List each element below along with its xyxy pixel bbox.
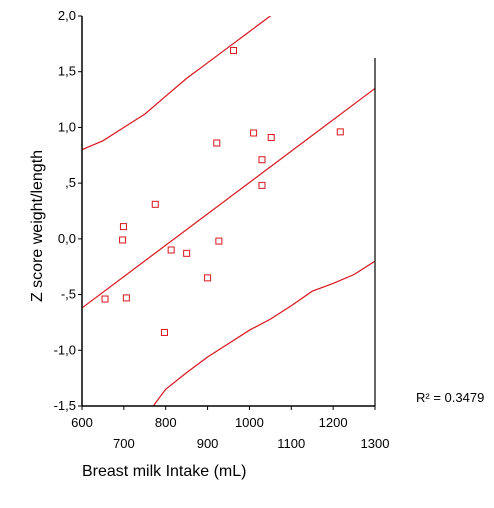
- data-point: [119, 236, 127, 244]
- y-tick-label: 1,5: [58, 64, 76, 79]
- y-tick-label: -1,5: [54, 398, 76, 413]
- data-point: [204, 274, 212, 282]
- data-point: [230, 47, 238, 55]
- data-point: [258, 181, 266, 189]
- data-point: [250, 129, 258, 137]
- data-point: [167, 246, 175, 254]
- x-axis-title: Breast milk Intake (mL): [82, 463, 246, 480]
- r-squared-label: R² = 0.3479: [416, 390, 484, 405]
- data-point: [213, 139, 221, 147]
- x-tick-label: 800: [155, 415, 177, 430]
- data-point: [267, 133, 275, 141]
- y-tick-label: 0,0: [58, 231, 76, 246]
- data-point: [119, 223, 127, 231]
- y-tick-label: -,5: [61, 287, 76, 302]
- y-axis-title: Z score weight/length: [29, 150, 46, 302]
- points-layer: [101, 47, 344, 336]
- data-point: [101, 295, 109, 303]
- x-tick-label: 600: [71, 415, 93, 430]
- y-tick-label: -1,0: [54, 342, 76, 357]
- confidence-lower-line: [152, 260, 375, 406]
- y-tick-label: 2,0: [58, 8, 76, 23]
- y-tick-label: ,5: [65, 175, 76, 190]
- data-point: [258, 156, 266, 164]
- data-point: [122, 294, 130, 302]
- data-point: [215, 237, 223, 245]
- x-tick-label: 1300: [361, 436, 390, 451]
- axes: [78, 15, 376, 410]
- x-tick-label: 1200: [319, 415, 348, 430]
- data-point: [160, 328, 168, 336]
- x-tick-label: 1000: [235, 415, 264, 430]
- x-tick-label: 1100: [277, 436, 305, 451]
- y-tick-label: 1,0: [58, 119, 76, 134]
- regression-line: [82, 87, 375, 309]
- tick-labels: -1,5 -1,0 -,5 0,0 ,5 1,0 1,5 2,0 600 700 800 900 100…: [54, 8, 390, 451]
- x-tick-label: 900: [197, 436, 219, 451]
- confidence-upper-line: [82, 16, 271, 151]
- series-layer: [82, 16, 375, 406]
- x-tick-label: 700: [113, 436, 135, 451]
- data-point: [151, 200, 159, 208]
- data-point: [336, 128, 344, 136]
- data-point: [183, 249, 191, 257]
